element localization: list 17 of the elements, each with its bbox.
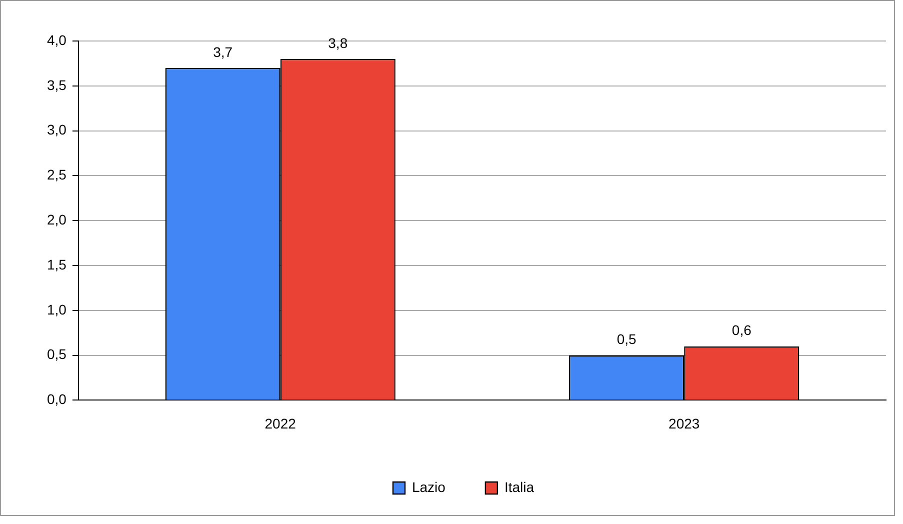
y-tick-label: 2,0 [46,211,67,228]
y-tick-label: 3,5 [46,76,67,93]
legend-label: Italia [504,478,534,495]
data-label: 3,8 [328,34,348,51]
legend-label: Lazio [412,478,446,495]
y-tick-label: 1,5 [46,256,67,272]
y-tick-label: 0,0 [46,391,67,408]
y-tick-label: 3,0 [46,122,67,138]
x-tick-label: 2023 [668,415,700,432]
x-tick-label: 2022 [264,415,296,432]
data-label: 3,7 [213,44,233,60]
y-tick-label: 1,0 [46,301,67,318]
data-label: 0,5 [616,331,637,348]
y-tick-label: 0,5 [46,346,67,362]
data-label: 0,6 [732,322,752,338]
y-tick-label: 2,5 [46,166,67,183]
y-tick-label: 4,0 [46,32,67,48]
